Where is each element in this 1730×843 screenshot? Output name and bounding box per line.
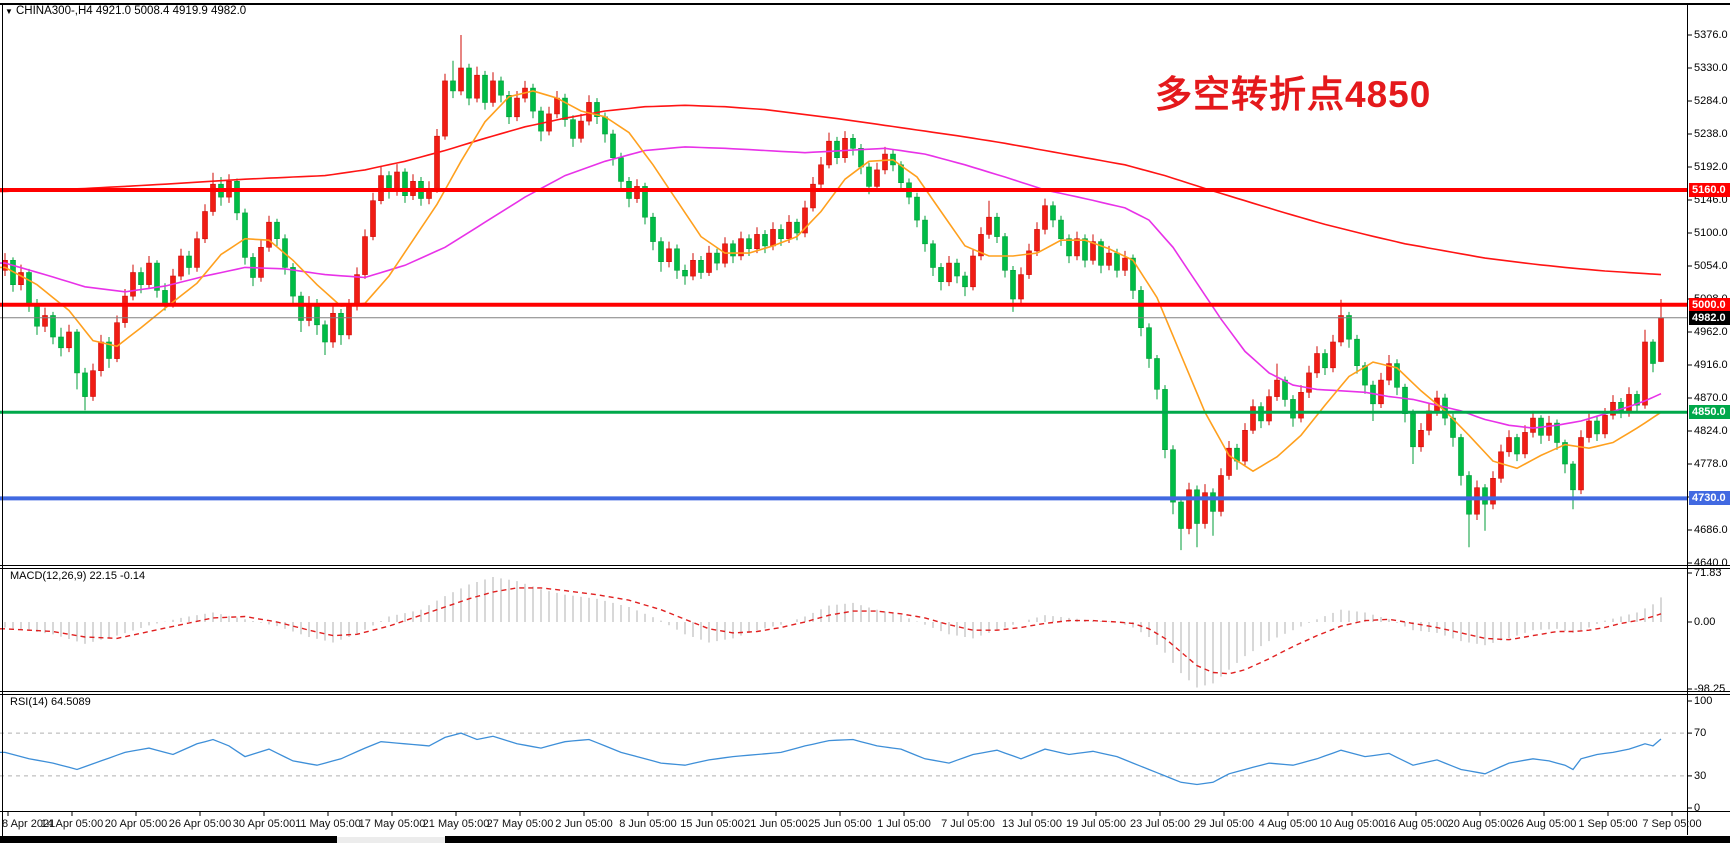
price-tick-label: 4640.0 xyxy=(1694,557,1728,569)
axis-divider xyxy=(1687,5,1688,835)
price-tick-label: 4778.0 xyxy=(1694,458,1728,470)
price-tick-label: 4962.0 xyxy=(1694,326,1728,338)
date-tick-label: 8 Apr 2021 xyxy=(2,818,56,830)
date-tick-label: 21 May 05:00 xyxy=(422,818,490,830)
date-tick-label: 23 Jul 05:00 xyxy=(1130,818,1190,830)
date-tick-label: 17 May 05:00 xyxy=(358,818,426,830)
date-tick-label: 7 Sep 05:00 xyxy=(1642,818,1702,830)
date-tick-label: 26 Apr 05:00 xyxy=(168,818,232,830)
bottom-scrollbar-track[interactable] xyxy=(0,836,1730,843)
window-top-border xyxy=(0,3,1730,5)
macd-tick-label: 71.83 xyxy=(1694,567,1722,579)
date-tick-label: 26 Aug 05:00 xyxy=(1511,818,1577,830)
price-tick-label: 5330.0 xyxy=(1694,62,1728,74)
date-tick-label: 20 Aug 05:00 xyxy=(1447,818,1513,830)
price-tick-label: 4916.0 xyxy=(1694,359,1728,371)
price-tick-label: 5192.0 xyxy=(1694,161,1728,173)
price-tick-label: 5238.0 xyxy=(1694,128,1728,140)
date-tick-label: 10 Aug 05:00 xyxy=(1319,818,1385,830)
date-tick-label: 25 Jun 05:00 xyxy=(808,818,872,830)
rsi-tick-label: 100 xyxy=(1694,695,1713,707)
hline-price-badge: 5000.0 xyxy=(1689,297,1730,312)
rsi-indicator-label: RSI(14) 64.5089 xyxy=(10,696,91,708)
price-tick-label: 4824.0 xyxy=(1694,425,1728,437)
hline-price-badge: 5160.0 xyxy=(1689,183,1730,197)
macd-tick-label: 0.00 xyxy=(1694,616,1716,628)
price-tick-label: 4686.0 xyxy=(1694,524,1728,536)
symbol-title-ohlc: CHINA300-,H4 4921.0 5008.4 4919.9 4982.0 xyxy=(16,5,247,17)
rsi-pane-divider-top xyxy=(0,691,1730,692)
date-tick-label: 7 Jul 05:00 xyxy=(941,818,995,830)
current-price-badge: 4982.0 xyxy=(1689,310,1730,325)
date-tick-label: 1 Sep 05:00 xyxy=(1578,818,1638,830)
rsi-tick-label: 30 xyxy=(1694,769,1707,782)
symbol-dropdown-icon[interactable]: ▼ xyxy=(5,7,13,16)
date-axis-divider xyxy=(0,811,1730,812)
date-tick-label: 1 Jul 05:00 xyxy=(877,818,931,830)
date-tick-label: 15 Jun 05:00 xyxy=(680,818,744,830)
price-tick-label: 4870.0 xyxy=(1694,392,1728,404)
price-tick-label: 5376.0 xyxy=(1694,29,1728,41)
macd-pane-divider-bottom xyxy=(0,568,1730,569)
date-tick-label: 2 Jun 05:00 xyxy=(555,818,613,830)
date-tick-label: 8 Jun 05:00 xyxy=(619,818,677,830)
price-tick-label: 5054.0 xyxy=(1694,260,1728,272)
price-tick-label: 5146.0 xyxy=(1694,194,1728,206)
date-tick-label: 13 Jul 05:00 xyxy=(1002,818,1062,830)
date-tick-label: 20 Apr 05:00 xyxy=(104,818,168,830)
date-tick-label: 21 Jun 05:00 xyxy=(744,818,808,830)
macd-pane-divider-top xyxy=(0,565,1730,566)
date-tick-label: 29 Jul 05:00 xyxy=(1194,818,1254,830)
macd-tick-label: -98.25 xyxy=(1694,683,1726,695)
hline-price-badge: 4850.0 xyxy=(1689,405,1730,420)
rsi-tick-label: 70 xyxy=(1694,727,1707,740)
annotation-text: 多空转折点4850 xyxy=(1155,74,1432,115)
window-left-border xyxy=(2,3,3,836)
price-tick-label: 5100.0 xyxy=(1694,227,1728,239)
price-tick-label: 5284.0 xyxy=(1694,95,1728,107)
hline-price-badge: 4730.0 xyxy=(1689,491,1730,506)
date-tick-label: 16 Aug 05:00 xyxy=(1383,818,1449,830)
date-tick-label: 11 May 05:00 xyxy=(295,818,361,830)
date-tick-label: 19 Jul 05:00 xyxy=(1066,818,1126,830)
rsi-pane-divider-bottom xyxy=(0,694,1730,695)
macd-indicator-label: MACD(12,26,9) 22.15 -0.14 xyxy=(10,570,146,582)
bottom-scrollbar-thumb[interactable] xyxy=(337,836,445,843)
rsi-tick-label: 0 xyxy=(1694,802,1701,814)
date-tick-label: 14 Apr 05:00 xyxy=(40,818,104,830)
date-tick-label: 30 Apr 05:00 xyxy=(232,818,296,830)
date-tick-label: 4 Aug 05:00 xyxy=(1258,818,1318,830)
date-tick-label: 27 May 05:00 xyxy=(486,818,554,830)
